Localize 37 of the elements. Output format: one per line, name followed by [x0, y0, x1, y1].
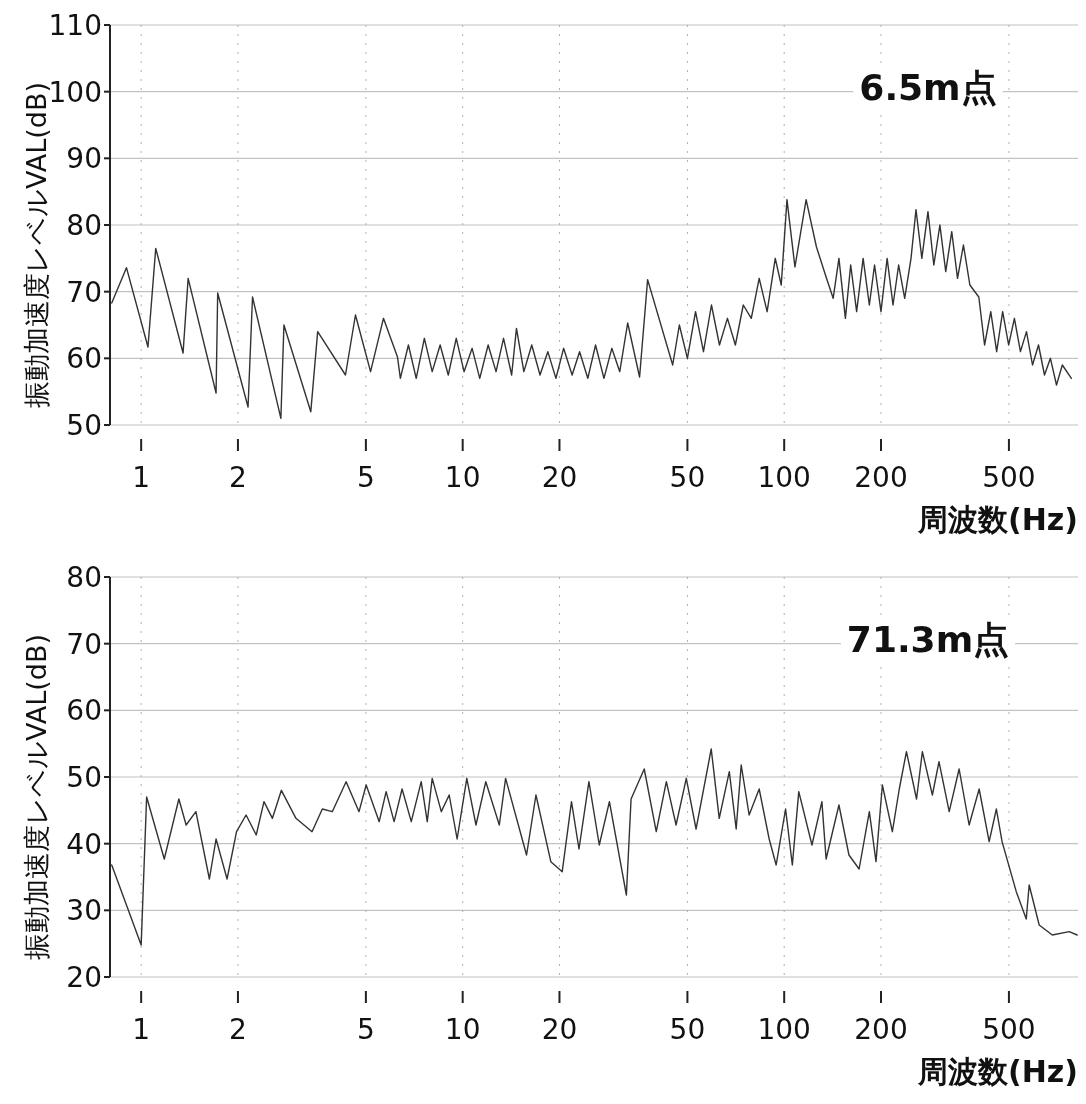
x-tick-label: 5 [356, 461, 375, 494]
y-tick-label: 50 [66, 761, 102, 794]
x-tick-label: 10 [444, 1013, 481, 1046]
x-tick-label: 5 [356, 1013, 375, 1046]
x-tick-label: 1 [132, 1013, 151, 1046]
y-tick-label: 70 [66, 627, 102, 661]
y-tick-label: 80 [66, 561, 102, 594]
x-tick-label: 10 [444, 461, 481, 494]
x-tick-label: 500 [982, 461, 1036, 494]
y-axis-title: 振動加速度レベルVAL(dB) [21, 634, 52, 960]
y-tick-label: 30 [66, 894, 102, 928]
y-tick-label: 110 [48, 9, 102, 42]
y-axis-title: 振動加速度レベルVAL(dB) [21, 82, 52, 408]
x-tick-label: 500 [982, 1013, 1036, 1046]
x-tick-label: 200 [854, 461, 908, 494]
y-tick-label: 50 [66, 409, 102, 442]
x-tick-label: 1 [132, 461, 151, 494]
annotation: 71.3m点 [846, 619, 1010, 660]
x-tick-label: 100 [757, 1013, 811, 1046]
x-axis-title: 周波数(Hz) [917, 1054, 1078, 1089]
x-tick-label: 200 [854, 1013, 908, 1046]
y-tick-label: 60 [66, 694, 102, 728]
x-tick-label: 100 [757, 461, 811, 494]
y-tick-label: 60 [66, 342, 102, 376]
x-tick-label: 2 [229, 1013, 247, 1046]
x-tick-label: 20 [541, 461, 578, 494]
x-axis-title: 周波数(Hz) [917, 502, 1078, 537]
x-tick-label: 50 [669, 461, 706, 494]
y-tick-label: 90 [66, 142, 102, 176]
y-tick-label: 40 [66, 827, 102, 861]
x-tick-label: 2 [229, 461, 247, 494]
y-tick-label: 70 [66, 275, 102, 309]
y-tick-label: 20 [66, 961, 102, 994]
annotation: 6.5m点 [859, 67, 997, 108]
y-tick-label: 80 [66, 209, 102, 242]
x-tick-label: 20 [541, 1013, 578, 1046]
x-tick-label: 50 [669, 1013, 706, 1046]
